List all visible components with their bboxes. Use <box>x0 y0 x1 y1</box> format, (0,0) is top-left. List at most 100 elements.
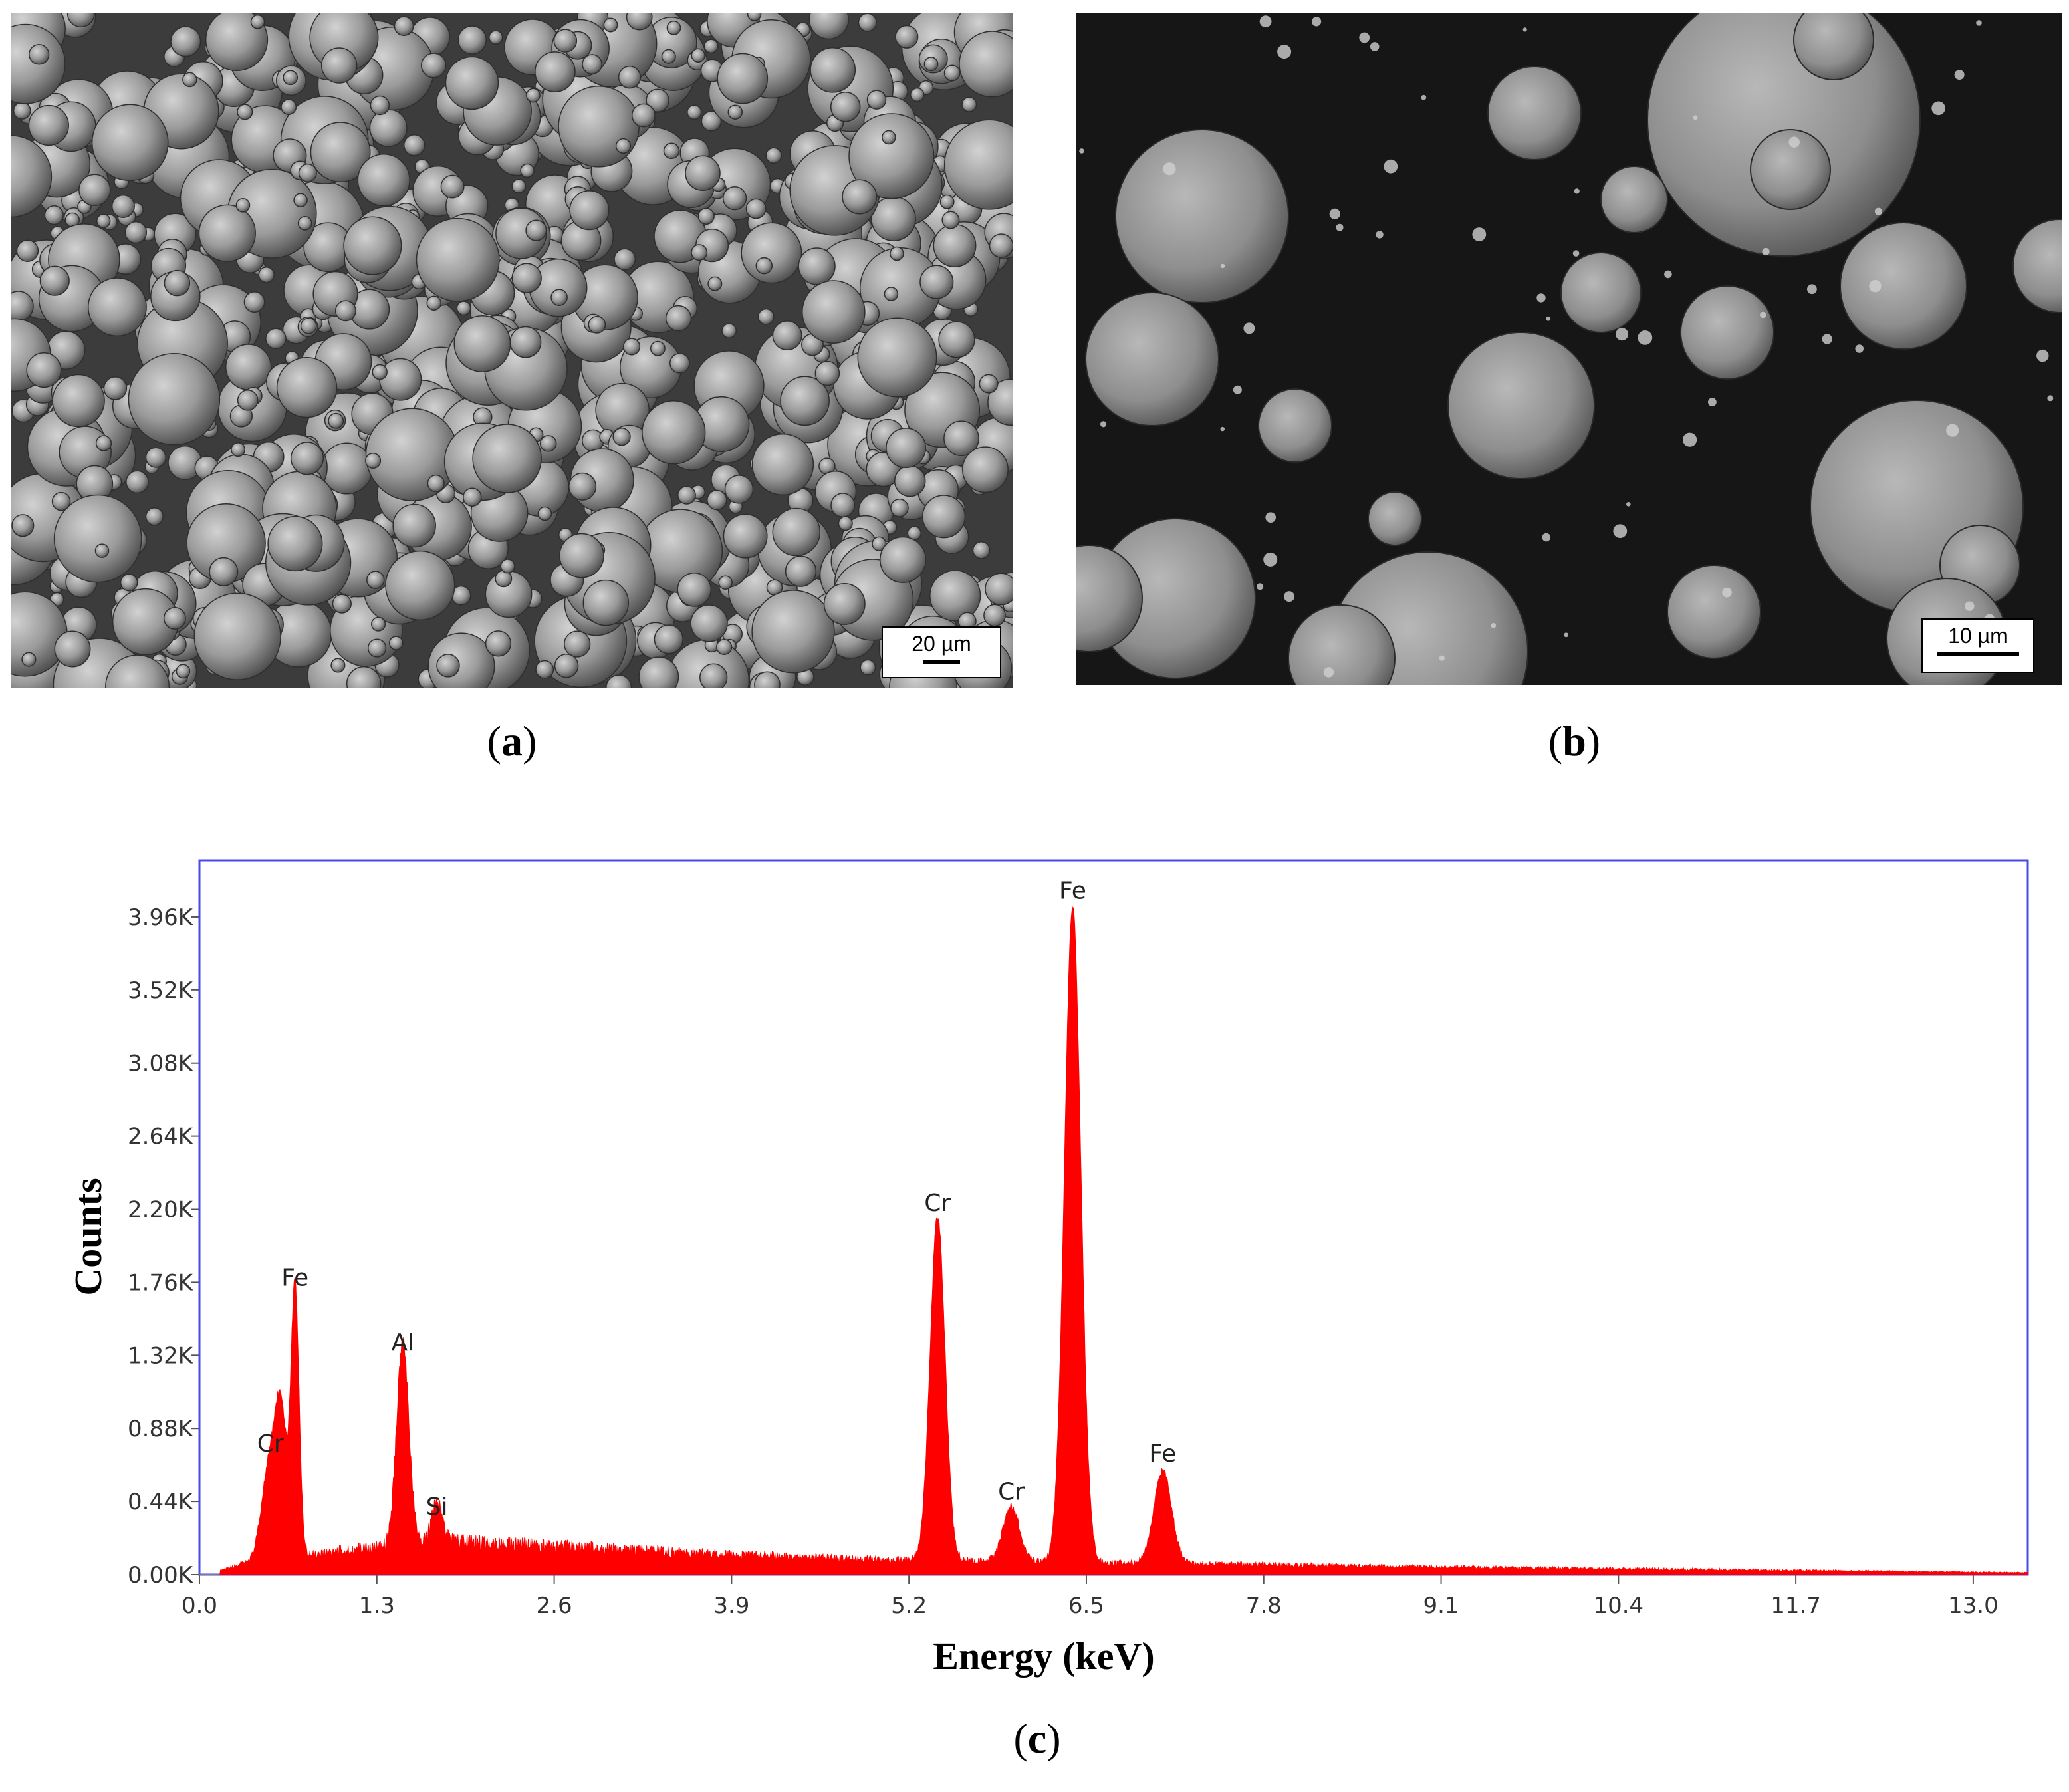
sem-particle <box>751 433 814 496</box>
sem-particle <box>53 494 142 583</box>
sem-particle <box>772 320 802 351</box>
sem-satellite <box>1359 32 1370 43</box>
sem-particle <box>463 487 482 507</box>
sem-particle <box>699 663 728 688</box>
sem-particle <box>111 194 135 218</box>
sem-particle <box>237 389 259 411</box>
sem-particle <box>785 555 817 587</box>
sem-particle <box>943 420 979 457</box>
sem-particle <box>568 472 597 501</box>
sem-satellite <box>1572 250 1580 257</box>
sem-particle <box>105 654 170 688</box>
sem-particle <box>520 163 535 178</box>
sem-particle <box>145 507 164 526</box>
sem-particles-a <box>11 13 1013 688</box>
sem-particle <box>747 13 762 21</box>
peak-label-cr: Cr <box>257 1430 284 1458</box>
sem-particle <box>716 638 733 656</box>
sem-particle <box>642 400 706 465</box>
sem-satellite <box>1708 398 1717 406</box>
sem-particle <box>369 108 408 147</box>
sem-particle <box>663 142 680 160</box>
sem-particle <box>371 616 386 632</box>
sem-particle <box>866 90 887 110</box>
sem-particle <box>26 352 62 388</box>
sem-particle <box>334 300 356 322</box>
sem-particle <box>810 47 856 93</box>
sem-particle <box>500 559 515 574</box>
sem-particle <box>666 20 681 35</box>
sem-particle <box>416 217 500 302</box>
sem-particle <box>276 357 338 418</box>
sem-satellite <box>1259 15 1272 28</box>
sem-particle <box>426 295 442 311</box>
sem-satellite <box>1807 284 1817 295</box>
sem-satellite <box>1329 208 1340 219</box>
sem-particle <box>842 179 878 215</box>
sem-particle <box>365 408 459 501</box>
sem-particle <box>250 14 265 29</box>
peak-label-cr: Cr <box>998 1479 1025 1506</box>
sem-particle <box>2012 219 2062 313</box>
sem-particle <box>511 178 527 193</box>
sem-satellite <box>1542 533 1551 542</box>
sem-particle <box>559 533 604 578</box>
sem-particle <box>654 624 683 654</box>
sem-particle <box>365 452 382 469</box>
sem-satellite <box>1869 279 1882 293</box>
sem-particle <box>772 507 821 557</box>
sem-particle <box>1560 252 1642 333</box>
sem-particle <box>300 317 317 334</box>
sem-particle <box>379 358 422 401</box>
sem-satellite <box>1472 227 1487 241</box>
x-tick-label: 13.0 <box>1948 1593 1999 1619</box>
sem-satellite <box>1439 655 1445 661</box>
sem-particle <box>472 424 542 493</box>
sem-particle <box>52 374 105 428</box>
sem-satellite <box>1638 330 1653 345</box>
sem-satellite <box>1243 322 1255 334</box>
sem-particle <box>801 280 866 344</box>
sem-particle <box>1487 66 1582 160</box>
sem-particle <box>1258 388 1332 463</box>
sem-satellite <box>1564 632 1569 638</box>
sem-particle <box>722 186 747 211</box>
sem-particle <box>979 374 999 394</box>
sem-particle <box>631 103 656 128</box>
sem-satellite <box>1574 188 1580 194</box>
sem-particle <box>330 658 346 673</box>
sem-particle <box>28 104 69 146</box>
sem-particle <box>440 174 465 199</box>
sem-satellite <box>2036 349 2049 362</box>
sem-particle <box>933 224 977 267</box>
sem-particle <box>332 594 352 614</box>
sem-particle <box>890 246 904 261</box>
x-tick-label: 6.5 <box>1068 1593 1104 1619</box>
sem-particle <box>1368 491 1422 546</box>
sem-particle <box>745 198 767 219</box>
x-tick-label: 11.7 <box>1770 1593 1821 1619</box>
sem-satellite <box>1664 270 1672 279</box>
sem-satellite <box>1421 94 1427 100</box>
sem-particle <box>1085 292 1219 426</box>
scale-bar-a: 20 µm <box>882 626 1001 678</box>
sem-particle <box>872 536 887 551</box>
sem-particle <box>727 104 743 120</box>
x-tick-label: 5.2 <box>891 1593 927 1619</box>
sem-image-b: 10 µm <box>1076 13 2062 685</box>
sem-particle <box>457 25 487 55</box>
sem-particle <box>54 630 91 668</box>
sem-particle <box>258 266 275 283</box>
sem-satellite <box>1822 334 1832 344</box>
sem-particle <box>959 31 1013 98</box>
sem-particle <box>421 53 447 78</box>
sem-particle <box>751 590 835 674</box>
sem-particle <box>297 216 312 231</box>
sem-particle <box>87 277 147 337</box>
sem-satellite <box>1788 136 1800 148</box>
sem-satellite <box>1257 583 1264 590</box>
sem-particle <box>886 428 927 469</box>
sem-particle <box>103 376 128 400</box>
sem-satellite <box>1762 247 1770 256</box>
sem-particle <box>922 495 966 539</box>
